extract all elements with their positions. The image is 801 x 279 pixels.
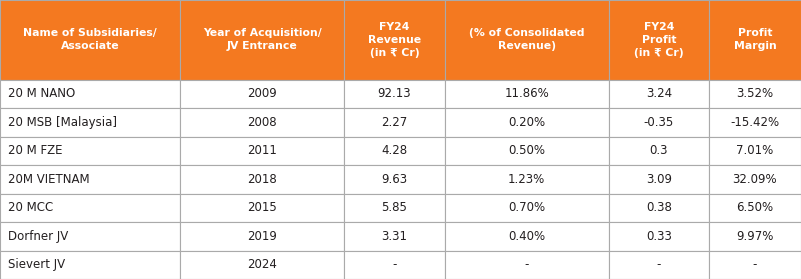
Text: 20 M NANO: 20 M NANO — [8, 87, 75, 100]
Bar — [0, 165, 180, 194]
Bar — [609, 251, 709, 279]
Text: 20M VIETNAM: 20M VIETNAM — [8, 173, 90, 186]
Text: 4.28: 4.28 — [381, 144, 408, 157]
Bar — [709, 0, 801, 80]
Text: 32.09%: 32.09% — [733, 173, 777, 186]
Text: 9.63: 9.63 — [381, 173, 408, 186]
Text: -0.35: -0.35 — [644, 116, 674, 129]
Text: -: - — [657, 258, 661, 271]
Bar — [609, 136, 709, 165]
Text: 11.86%: 11.86% — [505, 87, 549, 100]
Text: 0.3: 0.3 — [650, 144, 668, 157]
Text: 2015: 2015 — [248, 201, 277, 214]
Bar — [344, 108, 445, 136]
Bar — [0, 251, 180, 279]
Text: 2011: 2011 — [248, 144, 277, 157]
Bar — [0, 108, 180, 136]
Bar — [344, 0, 445, 80]
Text: 20 MSB [Malaysia]: 20 MSB [Malaysia] — [8, 116, 117, 129]
Text: Name of Subsidiaries/
Associate: Name of Subsidiaries/ Associate — [23, 28, 157, 51]
Text: -: - — [392, 258, 396, 271]
Text: 1.23%: 1.23% — [508, 173, 545, 186]
Text: 3.24: 3.24 — [646, 87, 672, 100]
Bar — [180, 251, 344, 279]
Text: Dorfner JV: Dorfner JV — [8, 230, 68, 243]
Text: FY24
Revenue
(in ₹ Cr): FY24 Revenue (in ₹ Cr) — [368, 22, 421, 57]
Bar — [445, 80, 609, 108]
Bar — [709, 80, 801, 108]
Text: 9.97%: 9.97% — [736, 230, 774, 243]
Text: 2.27: 2.27 — [381, 116, 408, 129]
Bar — [609, 222, 709, 251]
Text: 0.40%: 0.40% — [508, 230, 545, 243]
Bar — [344, 165, 445, 194]
Text: 3.31: 3.31 — [381, 230, 408, 243]
Text: 2024: 2024 — [248, 258, 277, 271]
Bar — [609, 0, 709, 80]
Bar — [344, 136, 445, 165]
Bar — [709, 194, 801, 222]
Text: 7.01%: 7.01% — [736, 144, 774, 157]
Bar — [180, 80, 344, 108]
Bar — [344, 80, 445, 108]
Text: 0.38: 0.38 — [646, 201, 672, 214]
Bar — [0, 80, 180, 108]
Text: 0.20%: 0.20% — [508, 116, 545, 129]
Text: FY24
Profit
(in ₹ Cr): FY24 Profit (in ₹ Cr) — [634, 22, 683, 57]
Bar — [445, 251, 609, 279]
Text: (% of Consolidated
Revenue): (% of Consolidated Revenue) — [469, 28, 585, 51]
Bar — [445, 222, 609, 251]
Bar — [445, 136, 609, 165]
Bar — [445, 0, 609, 80]
Bar — [180, 0, 344, 80]
Text: Profit
Margin: Profit Margin — [734, 28, 776, 51]
Text: 0.70%: 0.70% — [508, 201, 545, 214]
Text: 2019: 2019 — [248, 230, 277, 243]
Text: 92.13: 92.13 — [378, 87, 411, 100]
Text: 5.85: 5.85 — [381, 201, 408, 214]
Bar — [0, 222, 180, 251]
Bar — [0, 136, 180, 165]
Text: 20 M FZE: 20 M FZE — [8, 144, 62, 157]
Bar — [0, 194, 180, 222]
Text: 2008: 2008 — [248, 116, 277, 129]
Text: -: - — [525, 258, 529, 271]
Bar — [709, 222, 801, 251]
Bar — [445, 194, 609, 222]
Bar — [0, 0, 180, 80]
Bar — [344, 222, 445, 251]
Bar — [344, 194, 445, 222]
Text: Sievert JV: Sievert JV — [8, 258, 65, 271]
Text: 20 MCC: 20 MCC — [8, 201, 53, 214]
Text: Year of Acquisition/
JV Entrance: Year of Acquisition/ JV Entrance — [203, 28, 322, 51]
Bar — [180, 136, 344, 165]
Bar — [180, 108, 344, 136]
Bar — [609, 165, 709, 194]
Bar — [709, 136, 801, 165]
Bar — [445, 108, 609, 136]
Bar — [709, 108, 801, 136]
Bar — [180, 222, 344, 251]
Text: 2009: 2009 — [248, 87, 277, 100]
Bar — [180, 194, 344, 222]
Bar — [709, 165, 801, 194]
Bar — [709, 251, 801, 279]
Text: -15.42%: -15.42% — [731, 116, 779, 129]
Text: 2018: 2018 — [248, 173, 277, 186]
Text: 0.33: 0.33 — [646, 230, 672, 243]
Text: 6.50%: 6.50% — [736, 201, 774, 214]
Bar — [609, 80, 709, 108]
Bar — [445, 165, 609, 194]
Text: 3.52%: 3.52% — [736, 87, 774, 100]
Bar — [609, 108, 709, 136]
Text: -: - — [753, 258, 757, 271]
Text: 3.09: 3.09 — [646, 173, 672, 186]
Text: 0.50%: 0.50% — [508, 144, 545, 157]
Bar — [180, 165, 344, 194]
Bar — [609, 194, 709, 222]
Bar — [344, 251, 445, 279]
